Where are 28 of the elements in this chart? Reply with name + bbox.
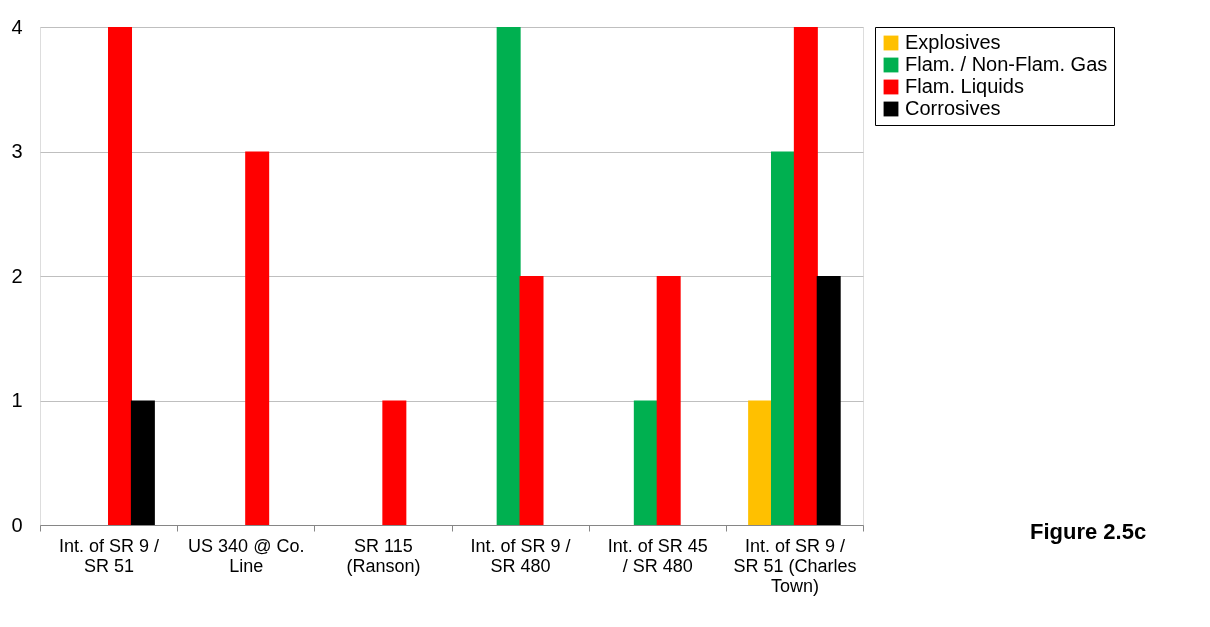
bar [519, 276, 544, 525]
y-tick-label: 0 [11, 513, 23, 536]
caption: Figure 2.5c [1030, 519, 1147, 544]
y-tick-label: 4 [11, 15, 23, 38]
bar [130, 400, 155, 525]
y-tick-label: 1 [11, 389, 23, 411]
x-tick-label: US 340 @ Co. Line [188, 535, 305, 576]
bar [770, 151, 795, 525]
bar [656, 276, 681, 525]
legend-label: Flam. / Non-Flam. Gas [905, 53, 1108, 75]
bar [748, 400, 773, 525]
bar [633, 400, 658, 525]
bar [816, 276, 841, 525]
legend-label: Corrosives [905, 97, 1001, 119]
bar [793, 27, 818, 525]
bar [496, 27, 521, 525]
x-tick-label: Int. of SR 45 / SR 480 [607, 535, 708, 576]
x-tick-label: Int. of SR 9 / SR 51 [59, 535, 160, 576]
y-tick-label: 2 [11, 264, 23, 287]
x-tick-label: SR 115 (Ranson) [346, 535, 421, 576]
x-tick-label: Int. of SR 9 / SR 480 [470, 535, 571, 576]
bar [108, 27, 133, 525]
bar [382, 400, 407, 525]
bar [245, 151, 270, 525]
legend-label: Flam. Liquids [905, 75, 1024, 97]
x-tick-label: Int. of SR 9 / SR 51 (Charles Town) [733, 535, 857, 596]
y-tick-label: 3 [11, 140, 23, 162]
legend-label: Explosives [905, 31, 1001, 53]
